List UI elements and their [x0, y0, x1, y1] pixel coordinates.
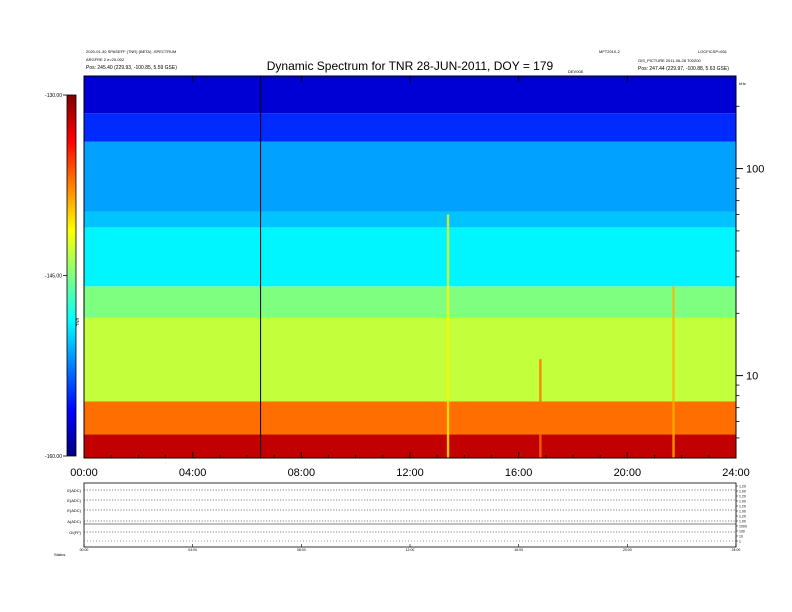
lower-row-label: E(ADC) [67, 508, 81, 513]
spectrum-band [84, 76, 736, 114]
lower-x-tick-label: 04:00 [188, 548, 197, 552]
y-tick-label: 10 [746, 371, 758, 383]
lower-row-label: E(ADC) [67, 488, 81, 493]
colorbar-tick-label: -145.00 [45, 274, 62, 280]
lower-panel: E(ADC)E(ADC)E(ADC)A(ADC)GI(FF)1.201.001.… [54, 482, 747, 557]
header-right-4: Pos: 247.44 (229.97, -100.88, 5.63 GSE) [638, 66, 729, 72]
colorbar [66, 94, 77, 457]
spectrum-band [84, 141, 736, 212]
colorbar-ticks: -130.00 -145.00 -160.00 [45, 93, 67, 460]
lower-x-tick-label: 24:00 [732, 548, 741, 552]
colorbar-tick-label: -160.00 [45, 454, 62, 460]
spectrum-band [84, 227, 736, 287]
lower-x-tick-label: 12:00 [406, 548, 415, 552]
lower-x-tick-label: 20:00 [623, 548, 632, 552]
x-tick-label: 00:00 [70, 467, 98, 479]
y-axis: 10 100 [736, 105, 764, 439]
header-left-1: 2020-01-30 SPASEFF (TNR) (BETA) -SPECTRU… [86, 49, 176, 54]
header-left-3: Pos: 245.40 (229.93, -100.85, 5.59 GSE) [86, 65, 177, 71]
header-right-2: LOCFICSP=601 [698, 49, 728, 54]
chart-title: Dynamic Spectrum for TNR 28-JUN-2011, DO… [267, 59, 554, 73]
lower-right-tick-label: 1.20 [739, 485, 746, 489]
lower-right-tick-label: 1 [739, 540, 741, 544]
lower-right-tick-label: 1.00 [739, 510, 746, 514]
x-tick-label: 12:00 [396, 467, 424, 479]
burst-event [446, 214, 450, 458]
lower-right-tick-label: 1000 [739, 525, 747, 529]
x-tick-label: 20:00 [614, 467, 642, 479]
x-tick-label: 24:00 [722, 467, 750, 479]
header-left-2: ARGFRE 2 e=20-002 [86, 57, 125, 62]
header-mid: DEV008 [568, 69, 584, 74]
y-unit-label: kHz [739, 81, 746, 86]
lower-right-tick-label: 10 [739, 535, 743, 539]
lower-x-tick-label: 00:00 [80, 548, 89, 552]
spectrum-band [84, 317, 736, 402]
lower-row-label: GI(FF) [69, 530, 81, 535]
burst-event [672, 286, 675, 458]
x-tick-label: 04:00 [179, 467, 207, 479]
x-tick-label: 08:00 [288, 467, 316, 479]
lower-right-tick-label: 1.20 [739, 495, 746, 499]
y-tick-label: 100 [746, 164, 764, 176]
lower-row-label: A(ADC) [67, 519, 81, 524]
spectrum-band [84, 113, 736, 142]
burst-event [539, 359, 542, 458]
lower-right-tick-label: 100 [739, 530, 745, 534]
status-label: Status [54, 552, 65, 557]
lower-x-tick-label: 16:00 [514, 548, 523, 552]
header-right-3: GIS_PICTURE 2011-06-28 T00Z00 [638, 58, 702, 63]
lower-right-tick-label: 1.00 [739, 490, 746, 494]
spectrum-band [84, 401, 736, 435]
lower-right-tick-label: 1.00 [739, 500, 746, 504]
lower-x-tick-label: 08:00 [297, 548, 306, 552]
lower-right-tick-label: 1.00 [739, 520, 746, 524]
x-tick-label: 16:00 [505, 467, 533, 479]
spectrum-band [84, 434, 736, 458]
lower-row-label: E(ADC) [67, 498, 81, 503]
spectrum-band [84, 286, 736, 318]
lower-panel-frame [83, 482, 737, 548]
x-axis: 00:00 04:00 08:00 12:00 16:00 20:00 24:00 [70, 76, 750, 479]
colorbar-label: TNR [75, 318, 80, 326]
lower-right-tick-label: 1.20 [739, 515, 746, 519]
spectrum-band [84, 211, 736, 228]
lower-right-tick-label: 1.20 [739, 505, 746, 509]
colorbar-tick-label: -130.00 [45, 93, 62, 99]
spectrogram [84, 76, 736, 458]
header-right-1: MFT2010-2 [599, 49, 620, 54]
